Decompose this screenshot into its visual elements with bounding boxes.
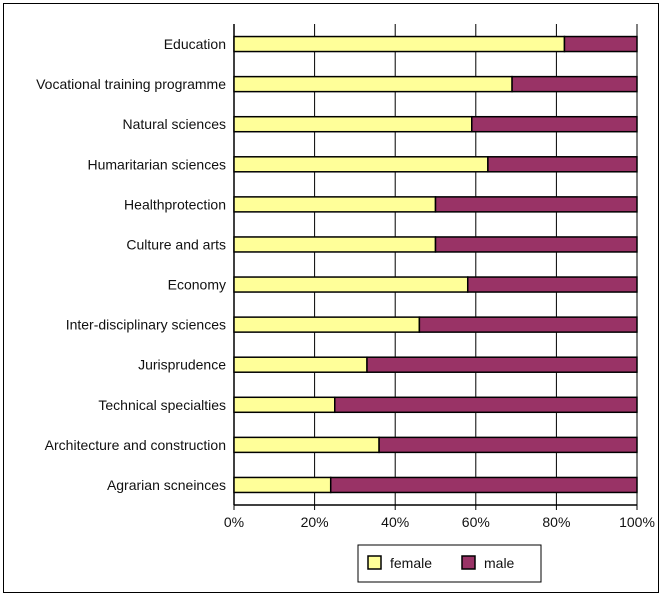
legend: female male: [357, 544, 542, 583]
bar-male: [487, 156, 638, 173]
category-label: Vocational training programme: [36, 76, 226, 92]
bar-male: [334, 396, 638, 414]
bar-male: [511, 75, 638, 93]
bar-female: [233, 476, 332, 494]
bar-female: [233, 196, 437, 213]
category-label: Technical specialties: [98, 397, 226, 413]
gridlines: [233, 24, 638, 506]
x-tick-label: 0%: [224, 514, 244, 530]
bar-female: [233, 156, 489, 173]
bar-female: [233, 316, 421, 333]
category-label: Economy: [168, 277, 226, 293]
bar-male: [366, 356, 638, 373]
bar-female: [233, 75, 513, 93]
legend-box: [357, 544, 542, 583]
category-label: Agrarian scneinces: [107, 477, 226, 493]
bar-female: [233, 276, 469, 293]
legend-label-male: male: [484, 555, 515, 571]
bar-female: [233, 236, 437, 253]
category-label: Culture and arts: [126, 236, 226, 252]
x-tick-label: 20%: [301, 514, 329, 530]
bars: [233, 35, 638, 494]
bar-female: [233, 356, 368, 373]
bar-male: [418, 316, 638, 333]
category-label: Natural sciences: [123, 116, 227, 132]
x-tick-label: 40%: [381, 514, 409, 530]
category-label: Education: [164, 36, 226, 52]
bar-male: [434, 236, 638, 253]
bar-male: [471, 115, 638, 133]
bar-male: [466, 276, 638, 293]
legend-label-female: female: [390, 555, 432, 571]
legend-swatch-male: [461, 555, 476, 570]
bar-female: [233, 115, 473, 133]
x-tick-label: 80%: [542, 514, 570, 530]
bar-female: [233, 396, 336, 414]
category-label: Humaritarian sciences: [88, 156, 227, 172]
x-axis-ticks: 0% 20% 40% 60% 80% 100%: [224, 505, 655, 530]
legend-swatch-female: [367, 555, 382, 570]
category-label: Architecture and construction: [45, 437, 226, 453]
bar-female: [233, 436, 380, 454]
category-labels: Education Vocational training programme Na…: [36, 36, 226, 493]
category-label: Jurisprudence: [138, 357, 226, 373]
x-tick-label: 100%: [619, 514, 655, 530]
chart-frame: [3, 3, 659, 593]
bar-male: [563, 35, 638, 53]
x-tick-label: 60%: [462, 514, 490, 530]
bar-male: [329, 476, 638, 494]
category-label: Inter-disciplinary sciences: [66, 317, 226, 333]
bar-male: [378, 436, 638, 454]
bar-female: [233, 35, 566, 53]
category-label: Healthprotection: [124, 196, 226, 212]
bar-male: [434, 196, 638, 213]
